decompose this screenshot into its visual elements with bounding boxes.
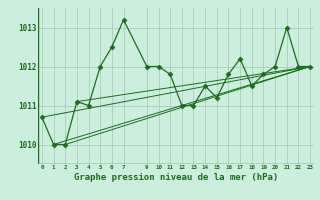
X-axis label: Graphe pression niveau de la mer (hPa): Graphe pression niveau de la mer (hPa) [74, 173, 278, 182]
